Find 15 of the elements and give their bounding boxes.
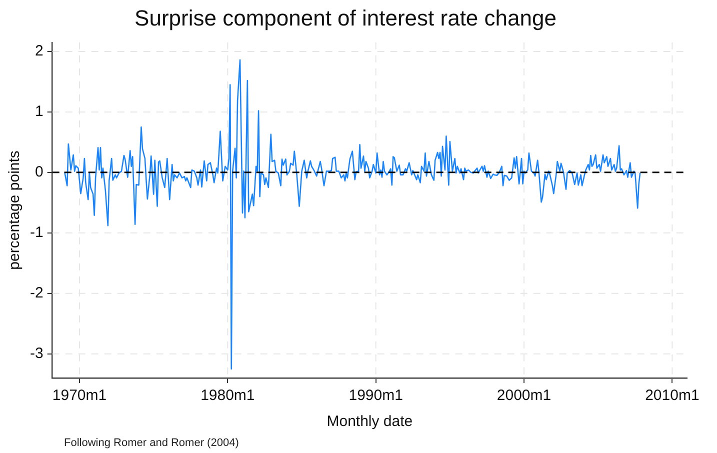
x-axis-title: Monthly date [326, 413, 413, 430]
x-tick-label: 2000m1 [496, 387, 552, 404]
y-tick-label: 2 [34, 42, 44, 60]
y-tick-label: -3 [30, 344, 44, 362]
y-tick-label: -1 [30, 224, 44, 242]
x-tick-label: 1970m1 [52, 387, 107, 404]
x-tick-label: 1990m1 [348, 387, 403, 404]
y-tick-label: -2 [30, 284, 44, 302]
y-tick-label: 0 [34, 164, 44, 181]
x-tick-label: 2010m1 [645, 387, 700, 404]
text: Following Romer and Romer (2004) [64, 437, 239, 449]
y-tick-label: 1 [34, 103, 44, 120]
x-tick-label: 1980m1 [200, 387, 255, 404]
y-axis-title: percentage points [6, 150, 24, 270]
chart-title: Surprise component of interest rate change [134, 5, 556, 30]
